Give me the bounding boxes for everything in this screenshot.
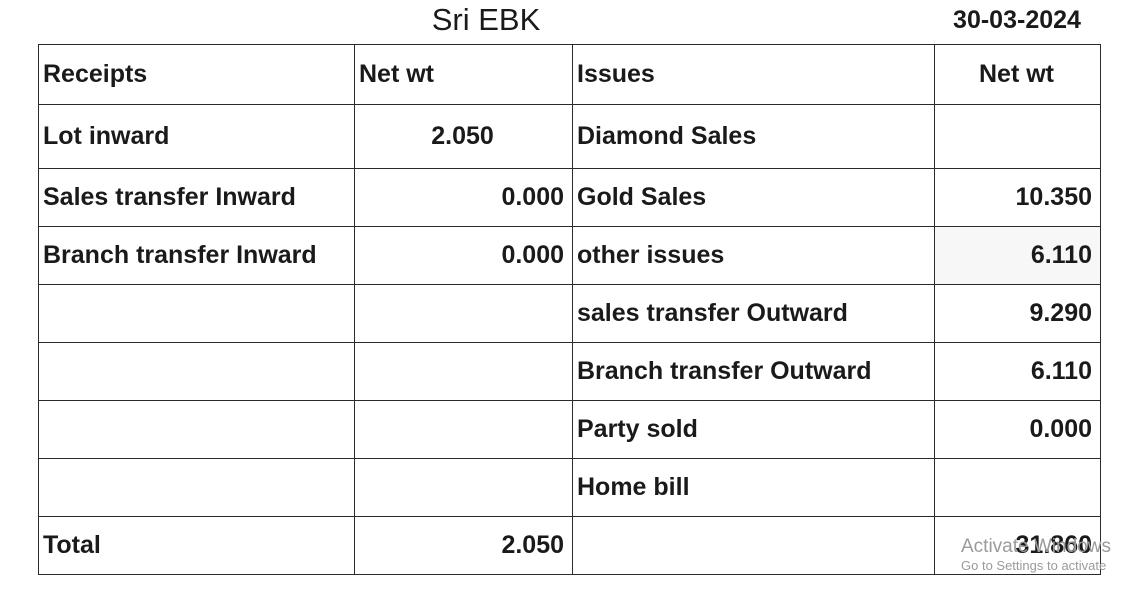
issue-net-wt: 9.290 xyxy=(934,284,1101,343)
issue-label: sales transfer Outward xyxy=(572,284,935,343)
receipts-header: Receipts xyxy=(38,44,355,105)
receipt-net-wt: 0.000 xyxy=(354,168,573,227)
watermark-line-2: Go to Settings to activate xyxy=(961,558,1107,573)
table-row: Branch transfer Inward 0.000 other issue… xyxy=(38,226,1101,285)
receipt-label: Branch transfer Inward xyxy=(38,226,355,285)
total-issue-blank xyxy=(572,516,935,575)
total-label: Total xyxy=(38,516,355,575)
stock-ledger-table: Receipts Net wt Issues Net wt Lot inward… xyxy=(38,44,1101,575)
total-row: Total 2.050 31.860 xyxy=(38,516,1101,575)
issues-net-wt-header: Net wt xyxy=(934,44,1101,105)
issue-net-wt xyxy=(934,104,1101,169)
issue-label: Party sold xyxy=(572,400,935,459)
issue-label: Home bill xyxy=(572,458,935,517)
receipt-label xyxy=(38,458,355,517)
table-row: Branch transfer Outward 6.110 xyxy=(38,342,1101,401)
issue-net-wt: 10.350 xyxy=(934,168,1101,227)
receipt-net-wt xyxy=(354,284,573,343)
table-row: Home bill xyxy=(38,458,1101,517)
table-row: Lot inward 2.050 Diamond Sales xyxy=(38,104,1101,169)
issue-label: other issues xyxy=(572,226,935,285)
table-row: Party sold 0.000 xyxy=(38,400,1101,459)
receipt-net-wt xyxy=(354,458,573,517)
issue-net-wt xyxy=(934,458,1101,517)
receipt-label: Lot inward xyxy=(38,104,355,169)
receipt-label: Sales transfer Inward xyxy=(38,168,355,227)
issue-label: Gold Sales xyxy=(572,168,935,227)
activate-windows-watermark: Activate Windows Go to Settings to activ… xyxy=(961,536,1111,574)
watermark-line-1: Activate Windows xyxy=(961,536,1111,557)
receipt-net-wt xyxy=(354,342,573,401)
table-row: sales transfer Outward 9.290 xyxy=(38,284,1101,343)
total-issue-net-wt: 31.860 xyxy=(934,516,1101,575)
receipt-label xyxy=(38,342,355,401)
issues-header: Issues xyxy=(572,44,935,105)
receipt-net-wt: 2.050 xyxy=(354,104,573,169)
issue-net-wt: 0.000 xyxy=(934,400,1101,459)
table-row: Sales transfer Inward 0.000 Gold Sales 1… xyxy=(38,168,1101,227)
receipts-net-wt-header: Net wt xyxy=(354,44,573,105)
page-title: Sri EBK xyxy=(431,2,541,37)
report-date: 30-03-2024 xyxy=(953,6,1081,34)
total-receipt-net-wt: 2.050 xyxy=(354,516,573,575)
receipt-net-wt xyxy=(354,400,573,459)
issue-net-wt: 6.110 xyxy=(934,226,1101,285)
receipt-net-wt: 0.000 xyxy=(354,226,573,285)
issue-label: Branch transfer Outward xyxy=(572,342,935,401)
issue-label: Diamond Sales xyxy=(572,104,935,169)
receipt-label xyxy=(38,400,355,459)
issue-net-wt: 6.110 xyxy=(934,342,1101,401)
receipt-label xyxy=(38,284,355,343)
header-row: Receipts Net wt Issues Net wt xyxy=(38,44,1101,105)
